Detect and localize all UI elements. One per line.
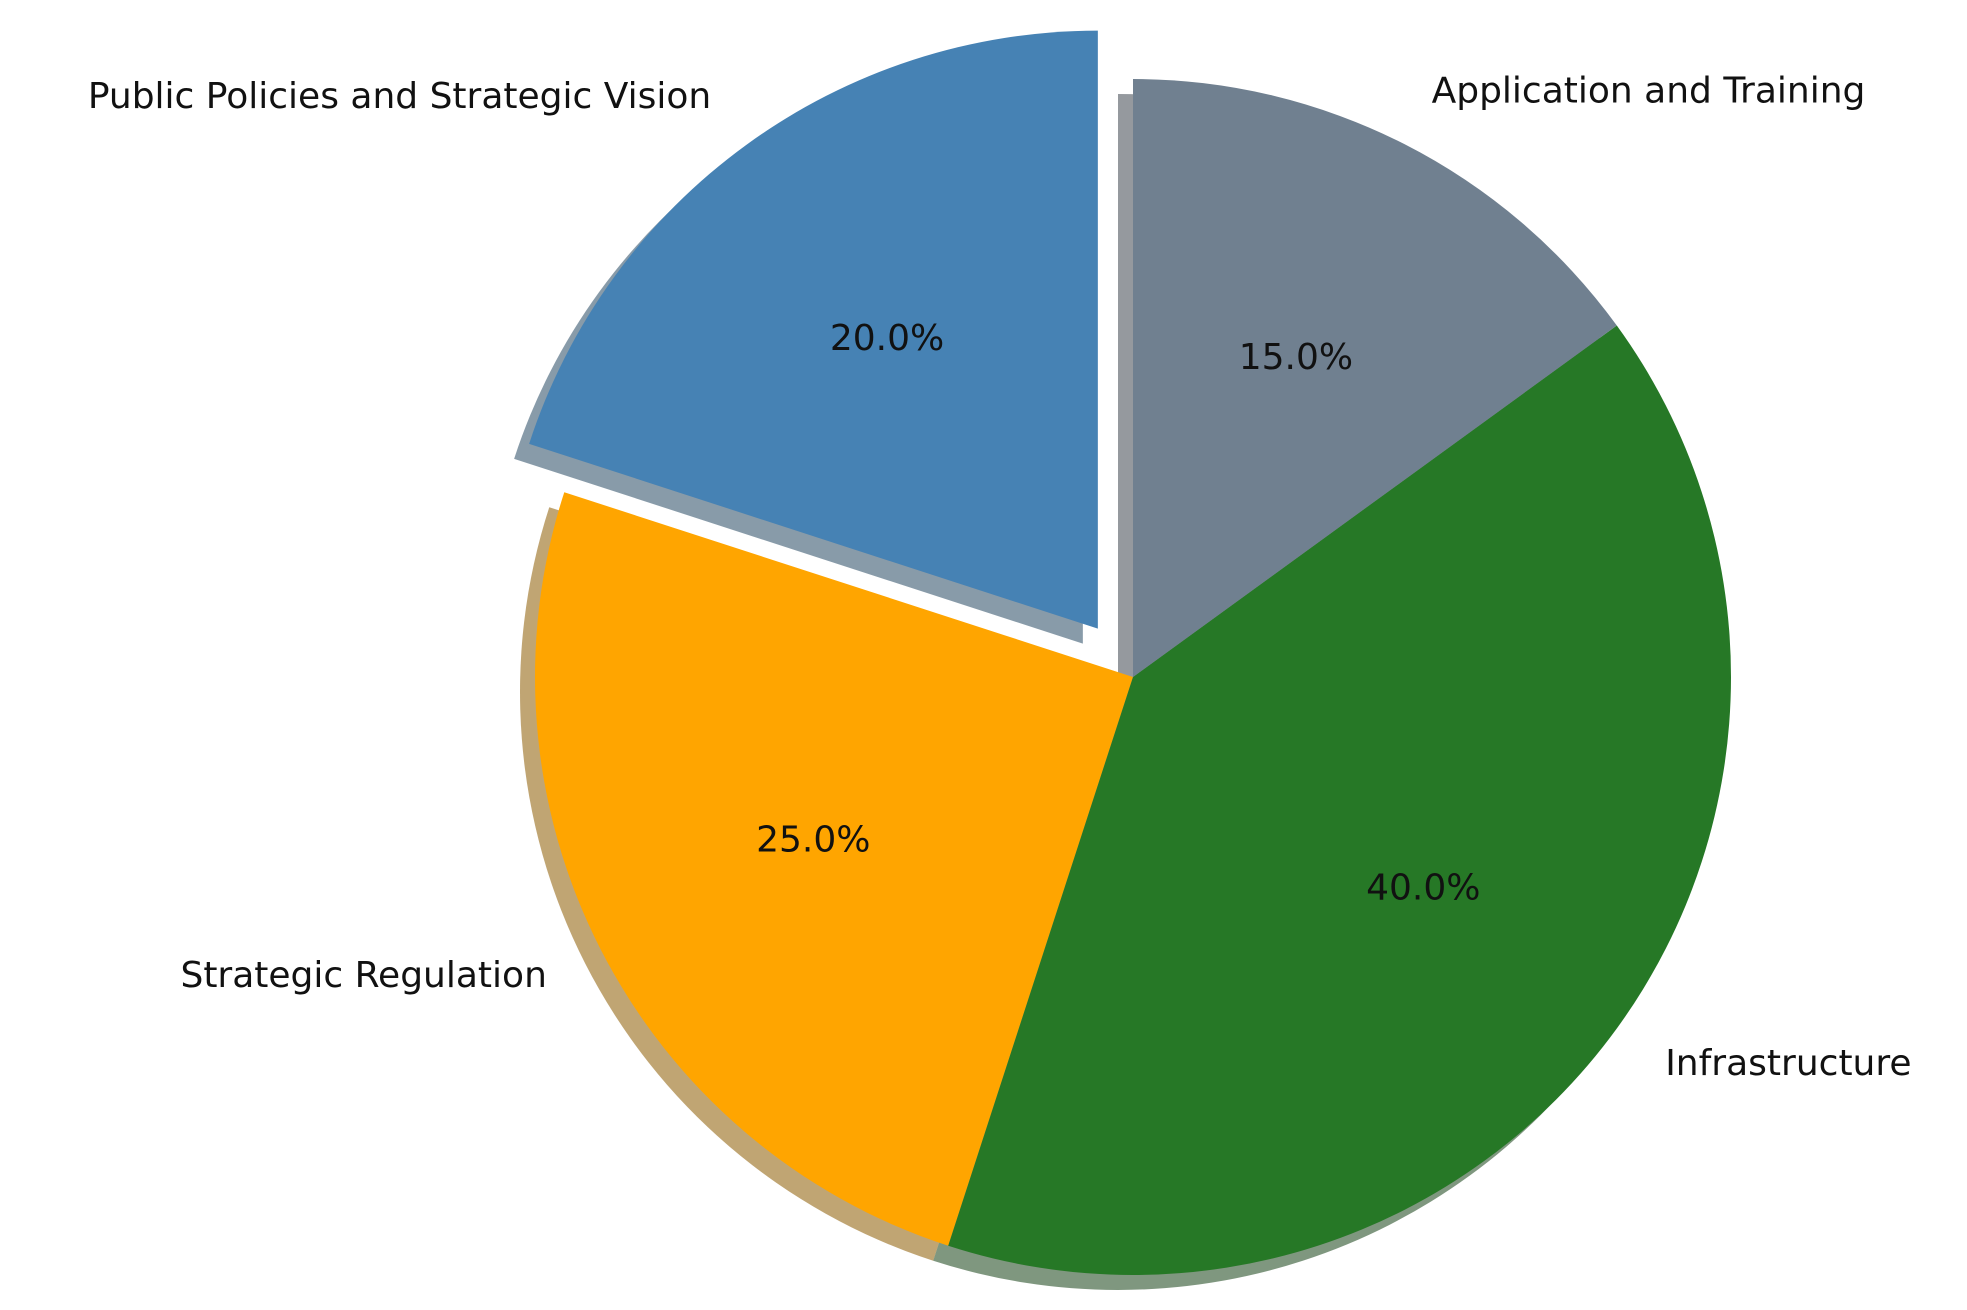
category-label-strategic-regulation: Strategic Regulation xyxy=(180,955,546,996)
percent-label-public-policies-and-strategic-vision: 20.0% xyxy=(830,318,944,359)
category-label-public-policies-and-strategic-vision: Public Policies and Strategic Vision xyxy=(88,76,711,117)
percent-label-infrastructure: 40.0% xyxy=(1366,867,1480,908)
pie-slice-application-and-training xyxy=(1133,79,1617,677)
category-label-infrastructure: Infrastructure xyxy=(1665,1043,1911,1084)
label-layer: 20.0% Public Policies and Strategic Visio… xyxy=(88,70,1912,1084)
pie-slice-public-policies-and-strategic-vision xyxy=(529,30,1098,629)
pie-slice-strategic-regulation xyxy=(535,492,1133,1246)
pie-slice-infrastructure xyxy=(948,325,1731,1275)
percent-label-application-and-training: 15.0% xyxy=(1239,337,1353,378)
category-label-application-and-training: Application and Training xyxy=(1432,70,1866,111)
percent-label-strategic-regulation: 25.0% xyxy=(756,819,870,860)
slice-layer xyxy=(529,30,1731,1275)
